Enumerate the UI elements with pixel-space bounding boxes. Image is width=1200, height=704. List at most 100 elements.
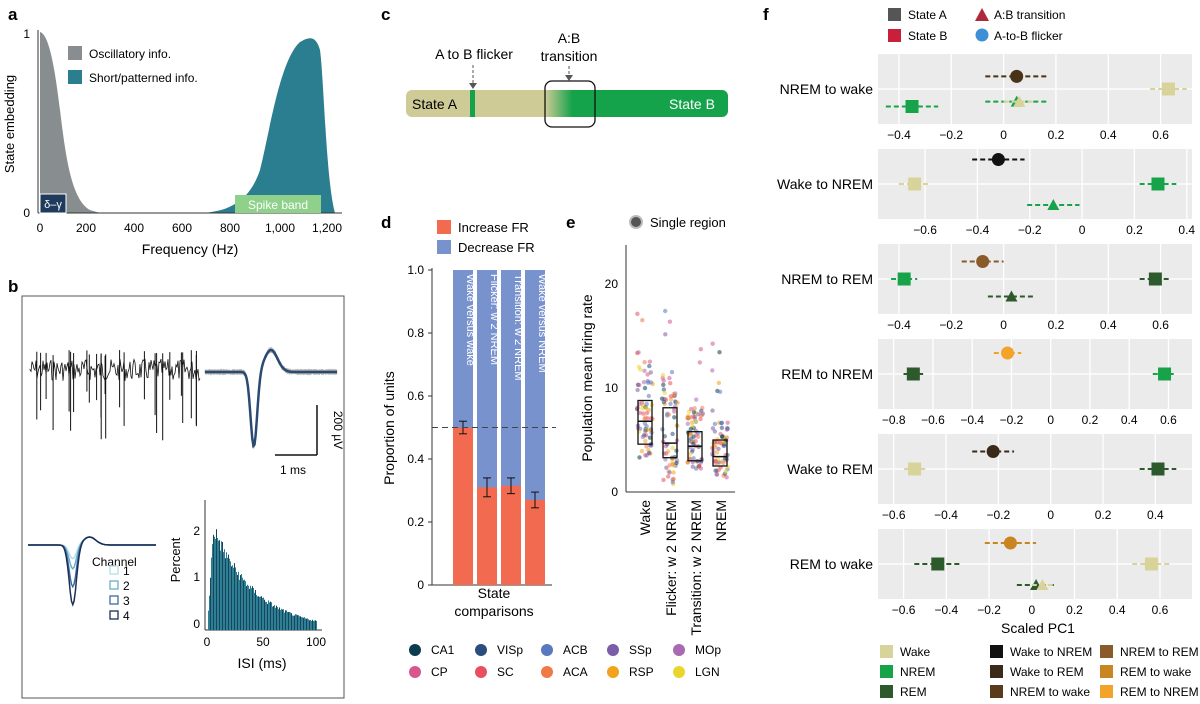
spike-band-label: Spike band [248,198,308,212]
region-label-cp: CP [431,665,448,679]
isi-bar [258,596,259,630]
isi-bar [250,585,251,630]
pc1-state-marker [906,367,920,381]
condition-label: REM [900,685,927,699]
isi-bar [243,580,244,630]
pc1-tick-label: 0.4 [1178,223,1195,237]
isi-bar [211,557,212,630]
isi-bar [315,620,316,630]
panel-a-xtick-1: 200 [76,221,96,235]
isi-bar [299,616,300,630]
firing-rate-dot [700,411,706,416]
pc1-tick-label: 0 [1047,508,1054,522]
firing-rate-dot [710,408,715,413]
firing-rate-dot [642,416,647,422]
condition-swatch [880,645,893,658]
transition-label-1: A:B [558,30,581,46]
condition-label: REM to wake [1120,665,1192,679]
isi-bar [294,615,295,630]
region-swatch-sc [475,666,487,678]
panel-d-yticks: 0 0.2 0.4 0.6 0.8 1.0 [407,263,432,592]
firing-rate-dot [671,470,676,475]
condition-legend: Wake Wake to NREM NREM to REM NREM Wake to R… [880,645,1199,699]
isi-bar [208,610,209,630]
isi-bar [289,612,290,630]
condition-swatch [990,645,1003,658]
firing-rate-dot [635,387,640,393]
channel-label-4: 4 [123,609,130,623]
isi-bar [227,557,228,630]
isi-bar [247,584,248,630]
pc1-tick-label: −0.4 [966,223,990,237]
condition-swatch [990,665,1003,678]
isi-bar [287,612,288,630]
hist-xtick-1: 50 [256,635,270,649]
panel-a-xtick-6: 1,200 [312,221,342,235]
d-tick-label: 0.6 [407,389,424,403]
panel-d-xlabel-1: State [478,585,511,601]
isi-histogram-bars [208,529,317,630]
firing-rate-dot [635,350,640,356]
firing-rate-dot [690,464,695,469]
panel-e-cat-0: Wake [637,500,653,535]
channel-label-1: 1 [123,564,130,578]
panel-a-xtick-4: 800 [220,221,240,235]
isi-bar [291,613,292,630]
isi-bar [284,612,285,630]
condition-label: Wake to REM [1010,665,1084,679]
pc1-tick-label: 0.4 [1100,318,1117,332]
bar-category-label: Wake versus wake [464,274,476,366]
pc1-tick-label: −0.2 [939,128,963,142]
d-tick-label: 0.8 [407,326,424,340]
firing-rate-dot [644,410,650,416]
isi-bar [217,538,218,630]
isi-bar [295,614,296,630]
firing-rate-dot [642,368,647,373]
pc1-state-marker [897,272,911,286]
panel-a-xtick-0: 0 [37,221,44,235]
panel-d-label: d [381,213,391,232]
firing-rate-dot [692,406,697,411]
firing-rate-dot [647,363,652,369]
condition-label: Wake to NREM [1010,645,1092,659]
isi-bar [216,529,217,630]
pc1-flicker-marker [991,153,1005,166]
firing-rate-dot [647,427,652,432]
isi-bar [223,552,224,630]
isi-bar [215,539,216,630]
firing-rate-dot [645,372,650,377]
bar-increase [453,427,473,585]
bar-category-label: Wake versus NREM [536,274,548,373]
pc1-flicker-marker [1003,536,1017,550]
firing-rate-dot [710,426,716,431]
isi-bar [252,586,253,630]
firing-rate-dot [639,449,645,454]
pc1-row-label: NREM to wake [780,81,874,97]
d-tick-label: 0.2 [407,515,424,529]
panel-c-label: c [381,5,390,24]
isi-bar [310,620,311,630]
firing-rate-dot [641,380,647,385]
isi-bar [240,575,241,630]
firing-rate-dot [666,474,671,479]
isi-bar [293,615,294,630]
pc1-state-marker [905,100,919,113]
pc1-transition-marker [1005,290,1018,302]
raw-voltage-trace [29,350,201,441]
firing-rate-dot [663,308,668,314]
condition-swatch [990,685,1003,698]
firing-rate-dot [721,440,726,445]
bar-increase [525,499,545,585]
firing-rate-dot [712,421,718,427]
panel-a-xtick-3: 600 [172,221,192,235]
mean-spike-waveform [204,346,338,450]
isi-bar [312,619,313,630]
isi-bar [235,567,236,630]
isi-bar [237,574,238,630]
legend-transition-swatch [975,8,989,21]
region-label-ssp: SSp [629,643,652,657]
firing-rate-dot [691,456,696,461]
hist-xtick-0: 0 [204,635,211,649]
legend-increase: Increase FR [458,220,529,235]
region-legend: CA1 VISp ACB SSp MOp CP SC ACA RSP LGN [409,643,721,679]
